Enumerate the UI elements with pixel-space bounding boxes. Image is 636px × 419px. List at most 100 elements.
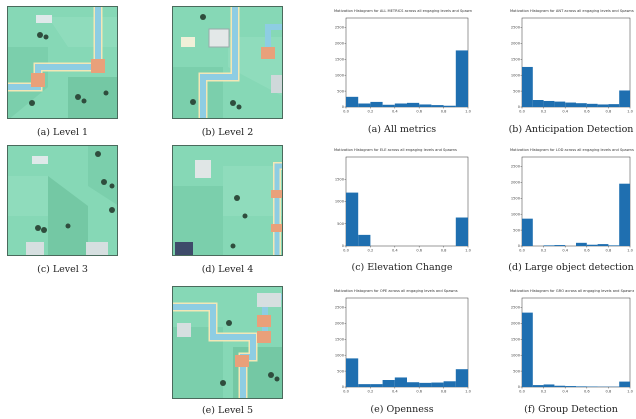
histogram-bar: [419, 382, 432, 387]
y-tick-label: 2500: [511, 26, 521, 30]
histogram-bar: [431, 105, 444, 107]
level-1-caption: (a) Level 1: [36, 127, 89, 138]
plot-frame: [345, 156, 469, 247]
hist-caption-group-detection: (f) Group Detection: [524, 404, 618, 415]
x-tick-label: 0.6: [416, 390, 422, 394]
x-tick-label: 0.0: [519, 390, 525, 394]
plot-frame: [521, 156, 631, 247]
histogram-bar: [597, 104, 609, 107]
x-tick-label: 0.0: [519, 110, 525, 114]
x-tick-label: 0.8: [441, 249, 447, 253]
y-tick-label: 2500: [511, 306, 521, 310]
histogram-bar: [358, 234, 371, 246]
y-tick-label: 2500: [335, 26, 345, 30]
histogram-bar: [346, 358, 359, 387]
histogram-bar: [554, 101, 566, 107]
histogram-bar: [522, 218, 533, 246]
histogram-bar: [532, 100, 544, 107]
x-tick-label: 0.4: [562, 110, 568, 114]
histogram-large-object: Motivation Histogram for LOD across all …: [510, 148, 634, 253]
x-tick-label: 0.8: [441, 110, 447, 114]
y-tick-label: 1000: [511, 73, 521, 77]
histogram-openness: Motivation Histogram for OPE across all …: [334, 289, 472, 394]
x-tick-label: 0.8: [606, 249, 612, 253]
y-tick-label: 0: [518, 385, 521, 389]
x-tick-label: 0.6: [584, 110, 590, 114]
histogram-bar: [382, 380, 395, 387]
x-tick-label: 0.8: [606, 390, 612, 394]
plot-frame: [521, 17, 631, 108]
x-tick-label: 1.0: [627, 249, 633, 253]
histogram-bar: [586, 103, 598, 107]
histogram-bar: [382, 104, 395, 107]
x-tick-label: 0.2: [368, 110, 374, 114]
histogram-bar: [543, 384, 555, 387]
y-tick-label: 0: [342, 105, 345, 109]
level-3-caption: (c) Level 3: [37, 264, 88, 275]
y-tick-label: 500: [513, 369, 521, 373]
y-tick-label: 1000: [335, 73, 345, 77]
level-4-map: [172, 145, 283, 256]
y-tick-label: 1000: [511, 353, 521, 357]
histogram-bar: [576, 242, 587, 246]
y-tick-label: 500: [513, 228, 521, 232]
y-tick-label: 2000: [335, 322, 345, 326]
y-tick-label: 1000: [511, 212, 521, 216]
hist-caption-large-object: (d) Large object detection: [508, 262, 634, 273]
hist-caption-anticipation: (b) Anticipation Detection: [508, 124, 634, 135]
x-tick-label: 0.2: [368, 249, 374, 253]
histogram-bar: [346, 192, 359, 246]
histogram-bar: [543, 245, 555, 246]
y-tick-label: 1000: [335, 353, 345, 357]
y-tick-label: 2000: [511, 181, 521, 185]
histogram-bar: [554, 385, 566, 387]
plot-frame: [345, 297, 469, 388]
x-tick-label: 0.0: [343, 390, 349, 394]
histogram-bar: [522, 66, 533, 107]
level-2-map: [172, 6, 283, 119]
x-tick-label: 0.2: [541, 110, 547, 114]
y-tick-label: 1500: [335, 58, 345, 62]
histogram-bar: [358, 103, 371, 107]
histogram-bar: [619, 90, 630, 107]
x-tick-label: 1.0: [627, 390, 633, 394]
hist-title: Motivation Histogram for LOD across all …: [510, 148, 634, 152]
plot-frame: [521, 297, 631, 388]
x-tick-label: 0.2: [541, 390, 547, 394]
y-tick-label: 2000: [511, 42, 521, 46]
x-tick-label: 0.4: [392, 249, 398, 253]
y-tick-label: 500: [337, 89, 345, 93]
histogram-bar: [407, 382, 420, 387]
histogram-bar: [358, 384, 371, 387]
hist-caption-elevation: (c) Elevation Change: [351, 262, 453, 273]
x-tick-label: 0.2: [541, 249, 547, 253]
histogram-group-detection: Motivation Histogram for GRO across all …: [510, 289, 634, 394]
histogram-bar: [532, 385, 544, 387]
y-tick-label: 2500: [511, 165, 521, 169]
histogram-bar: [431, 382, 444, 387]
histogram-bar: [407, 102, 420, 107]
x-tick-label: 0.0: [519, 249, 525, 253]
x-tick-label: 1.0: [465, 249, 471, 253]
x-tick-label: 0.4: [562, 249, 568, 253]
x-tick-label: 0.6: [416, 249, 422, 253]
histogram-bar: [619, 381, 630, 387]
histogram-bar: [543, 100, 555, 107]
y-tick-label: 500: [513, 89, 521, 93]
y-tick-label: 500: [337, 222, 345, 226]
y-tick-label: 1500: [511, 197, 521, 201]
y-tick-label: 1500: [511, 58, 521, 62]
level-1-map: [7, 6, 118, 119]
y-tick-label: 1500: [335, 338, 345, 342]
histogram-bar: [455, 50, 468, 107]
x-tick-label: 0.2: [368, 390, 374, 394]
histogram-bar: [597, 244, 609, 246]
histogram-bar: [586, 244, 598, 246]
y-tick-label: 0: [342, 244, 345, 248]
x-tick-label: 0.6: [416, 110, 422, 114]
level-4-caption: (d) Level 4: [201, 264, 254, 275]
histogram-bar: [370, 384, 383, 387]
hist-title: Motivation Histogram for ALL METRICS acr…: [334, 9, 472, 13]
histogram-anticipation: Motivation Histogram for ANT across all …: [510, 9, 634, 114]
level-5-map: [172, 286, 283, 399]
